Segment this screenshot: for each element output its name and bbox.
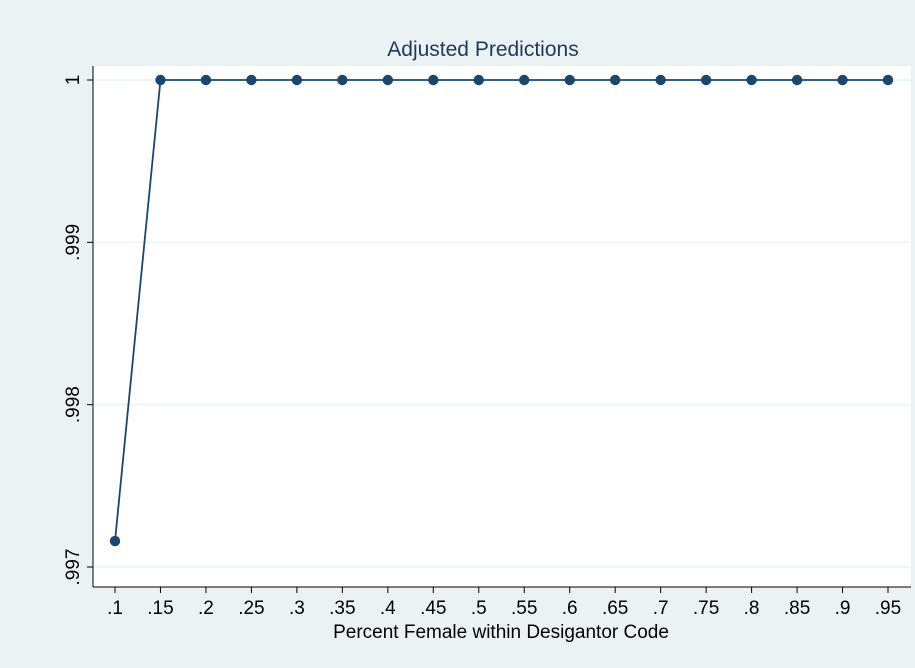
x-tick-label: .15: [147, 598, 173, 619]
x-tick-label: .45: [420, 598, 446, 619]
axes: .997 .998 .999 1 .1 .15 .2 .25 .3 .35 .4 .45 .5 .55 .6…: [63, 66, 911, 619]
series-layer: [109, 74, 894, 547]
data-point: [746, 74, 757, 86]
x-tick-label: .4: [380, 598, 396, 619]
x-tick-label: .75: [693, 598, 719, 619]
data-point: [609, 74, 621, 86]
data-point: [291, 74, 303, 86]
data-point: [109, 535, 121, 547]
x-tick-label: .25: [238, 598, 264, 619]
y-tick-label: .999: [63, 224, 84, 261]
x-tick-label: .3: [289, 598, 305, 619]
x-tick-label: .9: [835, 598, 851, 619]
x-tick-label: .5: [471, 598, 487, 619]
x-axis-title: Percent Female within Desigantor Code: [333, 622, 669, 643]
x-tick-label: .95: [875, 598, 901, 619]
data-point: [382, 74, 394, 86]
data-point: [337, 74, 348, 86]
x-tick-label: .35: [329, 598, 355, 619]
x-tick-label: .85: [784, 598, 810, 619]
chart-title: Adjusted Predictions: [387, 38, 578, 61]
x-tick-label: .55: [511, 598, 537, 619]
y-tick-label: 1: [63, 75, 84, 86]
y-tick-label: .997: [63, 549, 84, 586]
data-point: [200, 74, 212, 86]
data-point: [428, 74, 439, 86]
data-point: [837, 74, 848, 86]
x-tick-label: .2: [198, 598, 214, 619]
x-tick-label: .65: [602, 598, 628, 619]
data-point: [155, 74, 166, 86]
data-point: [791, 74, 803, 86]
x-tick-label: .7: [653, 598, 669, 619]
x-tick-label: .6: [562, 598, 578, 619]
data-point: [564, 74, 575, 86]
data-point: [519, 74, 530, 86]
x-tick-label: .8: [744, 598, 760, 619]
data-point: [655, 74, 666, 86]
data-point: [882, 74, 894, 86]
x-tick-label: .1: [107, 598, 123, 619]
data-point: [473, 74, 484, 86]
data-point: [246, 74, 257, 86]
y-tick-label: .998: [63, 386, 84, 423]
data-point: [700, 74, 712, 86]
plot-area: [93, 66, 911, 587]
series-line: [114, 79, 888, 542]
